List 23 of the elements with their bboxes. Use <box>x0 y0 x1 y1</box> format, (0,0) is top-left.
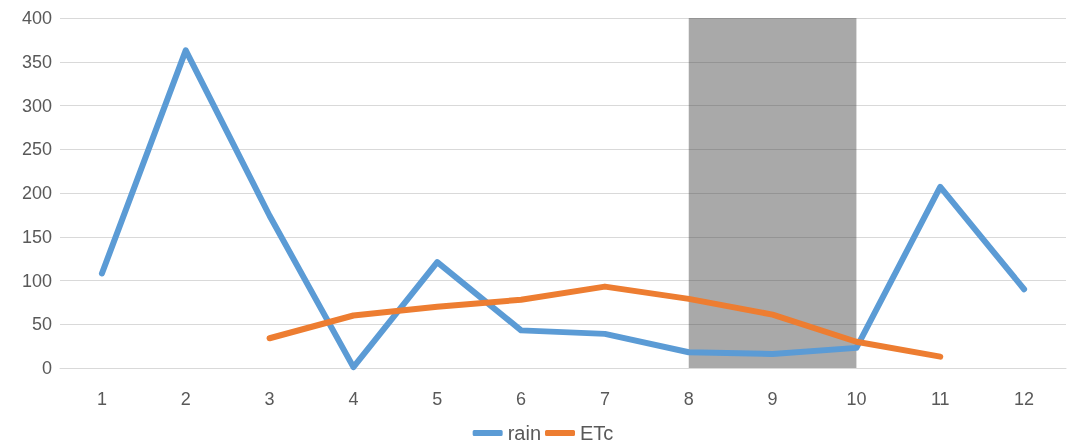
x-tick-label: 9 <box>767 389 778 409</box>
x-tick-label: 11 <box>930 389 950 409</box>
y-tick-label: 50 <box>31 314 52 335</box>
y-tick-label: 200 <box>21 183 52 203</box>
x-tick-label: 7 <box>599 389 610 409</box>
x-tick-label: 2 <box>180 389 191 409</box>
y-tick-label: 300 <box>21 95 52 116</box>
x-tick-label: 6 <box>516 389 527 409</box>
y-tick-label: 400 <box>21 8 52 28</box>
y-tick-label: 0 <box>41 358 52 378</box>
y-tick-label: 100 <box>21 270 52 291</box>
x-tick-label: 4 <box>348 389 359 409</box>
y-tick-label: 350 <box>21 51 52 72</box>
x-tick-label: 12 <box>1014 389 1035 409</box>
legend-label: rain <box>507 422 542 444</box>
x-tick-label: 3 <box>264 389 275 409</box>
x-tick-label: 8 <box>683 389 694 409</box>
x-tick-label: 1 <box>96 389 107 409</box>
x-tick-label: 10 <box>846 389 867 409</box>
x-tick-label: 5 <box>432 389 443 409</box>
legend-label: ETc <box>580 422 614 444</box>
y-tick-label: 150 <box>21 226 52 247</box>
y-tick-label: 250 <box>21 139 52 160</box>
